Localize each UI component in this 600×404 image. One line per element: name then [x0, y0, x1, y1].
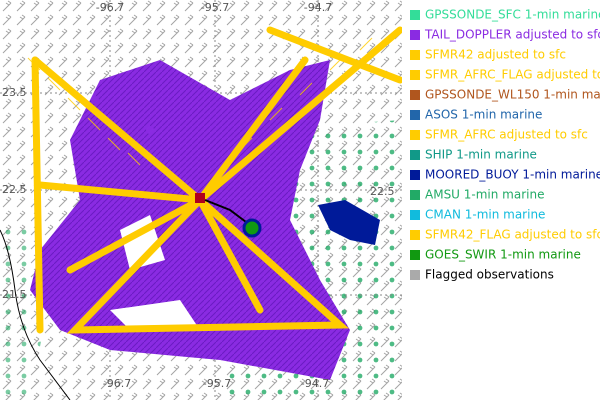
legend-swatch: [410, 130, 420, 140]
legend-swatch: [410, 150, 420, 160]
legend-label: TAIL_DOPPLER adjusted to sfc: [424, 28, 600, 42]
legend-swatch: [410, 50, 420, 60]
legend-label: GPSSONDE_WL150 1-min marine: [425, 88, 600, 102]
legend-swatch: [410, 30, 420, 40]
legend-label: SFMR42_FLAG adjusted to sfc: [425, 228, 600, 242]
legend-label: GPSSONDE_SFC 1-min marine: [425, 8, 600, 22]
longitude-label: -94.7: [301, 377, 329, 390]
latitude-label: 22.5: [370, 185, 395, 198]
map-area: [0, 0, 402, 400]
legend-swatch: [410, 10, 420, 20]
coordinate-labels: -96.7 -95.7 -94.7 23.5 22.5 21.5 22.5 -96.7 -95.…: [2, 1, 395, 390]
legend-label: SFMR42 adjusted to sfc: [425, 48, 566, 62]
legend-swatch: [410, 90, 420, 100]
latitude-label: 22.5: [2, 183, 27, 196]
latitude-label: 21.5: [2, 288, 27, 301]
legend-panel: [402, 0, 600, 400]
legend-label: CMAN 1-min marine: [425, 208, 545, 222]
legend: GPSSONDE_SFC 1-min marine TAIL_DOPPLER ad…: [410, 8, 600, 282]
legend-swatch: [410, 270, 420, 280]
legend-swatch: [410, 210, 420, 220]
legend-label: MOORED_BUOY 1-min marine: [425, 168, 600, 182]
legend-swatch: [410, 190, 420, 200]
legend-label: SFMR_AFRC adjusted to sfc: [425, 128, 588, 142]
legend-swatch: [410, 70, 420, 80]
legend-swatch: [410, 170, 420, 180]
legend-label: GOES_SWIR 1-min marine: [425, 248, 581, 262]
latitude-label: 23.5: [2, 86, 27, 99]
longitude-label: -96.7: [96, 1, 124, 14]
legend-label: ASOS 1-min marine: [425, 108, 542, 122]
legend-label: SHIP 1-min marine: [425, 148, 537, 162]
longitude-label: -94.7: [304, 1, 332, 14]
legend-swatch: [410, 250, 420, 260]
legend-swatch: [410, 230, 420, 240]
legend-label: SFMR_AFRC_FLAG adjusted to: [425, 68, 600, 82]
longitude-label: -95.7: [203, 377, 231, 390]
longitude-label: -95.7: [201, 1, 229, 14]
legend-label: AMSU 1-min marine: [425, 188, 544, 202]
legend-swatch: [410, 110, 420, 120]
legend-label: Flagged observations: [425, 268, 554, 282]
longitude-label: -96.7: [103, 377, 131, 390]
